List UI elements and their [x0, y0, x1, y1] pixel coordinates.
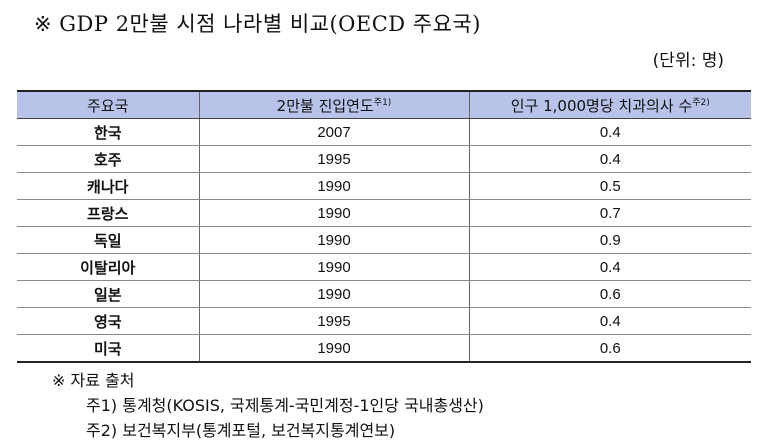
dentists-cell: 0.4 — [468, 145, 751, 173]
table-header-row: 주요국 2만불 진입연도주1) 인구 1,000명당 치과의사 수주2) — [17, 90, 751, 119]
year-cell: 1990 — [198, 334, 469, 363]
dentists-cell: 0.4 — [468, 253, 751, 281]
comparison-table: 주요국 2만불 진입연도주1) 인구 1,000명당 치과의사 수주2) 한국 2… — [17, 90, 751, 363]
year-cell: 1990 — [198, 226, 469, 254]
year-cell: 1995 — [198, 307, 469, 335]
dentists-cell: 0.4 — [468, 307, 751, 335]
country-cell: 호주 — [17, 145, 199, 173]
year-cell: 1995 — [198, 145, 469, 173]
year-cell: 2007 — [198, 118, 469, 146]
year-cell: 1990 — [198, 172, 469, 200]
table-row: 호주 1995 0.4 — [17, 145, 751, 173]
header-country: 주요국 — [17, 90, 199, 119]
table-row: 영국 1995 0.4 — [17, 307, 751, 335]
country-cell: 미국 — [17, 334, 199, 363]
table-row: 독일 1990 0.9 — [17, 226, 751, 254]
note-item: 주2) 보건복지부(통계포털, 보건복지통계연보) — [86, 421, 396, 440]
dentists-cell: 0.4 — [468, 118, 751, 146]
country-cell: 일본 — [17, 280, 199, 308]
dentists-cell: 0.7 — [468, 199, 751, 227]
country-cell: 프랑스 — [17, 199, 199, 227]
unit-label: (단위: 명) — [652, 51, 724, 71]
page-title: ※ GDP 2만불 시점 나라별 비교(OECD 주요국) — [34, 12, 481, 36]
table-row: 캐나다 1990 0.5 — [17, 172, 751, 200]
table-row: 미국 1990 0.6 — [17, 334, 751, 363]
dentists-cell: 0.5 — [468, 172, 751, 200]
header-dentists-per-1000: 인구 1,000명당 치과의사 수주2) — [468, 90, 751, 119]
footnote-ref: 주1) — [373, 97, 392, 108]
table-row: 한국 2007 0.4 — [17, 118, 751, 146]
note-item: 주1) 통계청(KOSIS, 국제통계-국민계정-1인당 국내총생산) — [86, 396, 484, 415]
table-row: 프랑스 1990 0.7 — [17, 199, 751, 227]
notes-heading: ※ 자료 출처 — [52, 371, 135, 390]
source-notes: ※ 자료 출처 주1) 통계청(KOSIS, 국제통계-국민계정-1인당 국내총… — [52, 368, 484, 443]
country-cell: 독일 — [17, 226, 199, 254]
country-cell: 한국 — [17, 118, 199, 146]
header-entry-year: 2만불 진입연도주1) — [198, 90, 469, 119]
dentists-cell: 0.6 — [468, 280, 751, 308]
year-cell: 1990 — [198, 199, 469, 227]
country-cell: 이탈리아 — [17, 253, 199, 281]
year-cell: 1990 — [198, 253, 469, 281]
dentists-cell: 0.6 — [468, 334, 751, 363]
table-row: 이탈리아 1990 0.4 — [17, 253, 751, 281]
country-cell: 영국 — [17, 307, 199, 335]
year-cell: 1990 — [198, 280, 469, 308]
dentists-cell: 0.9 — [468, 226, 751, 254]
country-cell: 캐나다 — [17, 172, 199, 200]
table-row: 일본 1990 0.6 — [17, 280, 751, 308]
footnote-ref: 주2) — [692, 97, 710, 108]
